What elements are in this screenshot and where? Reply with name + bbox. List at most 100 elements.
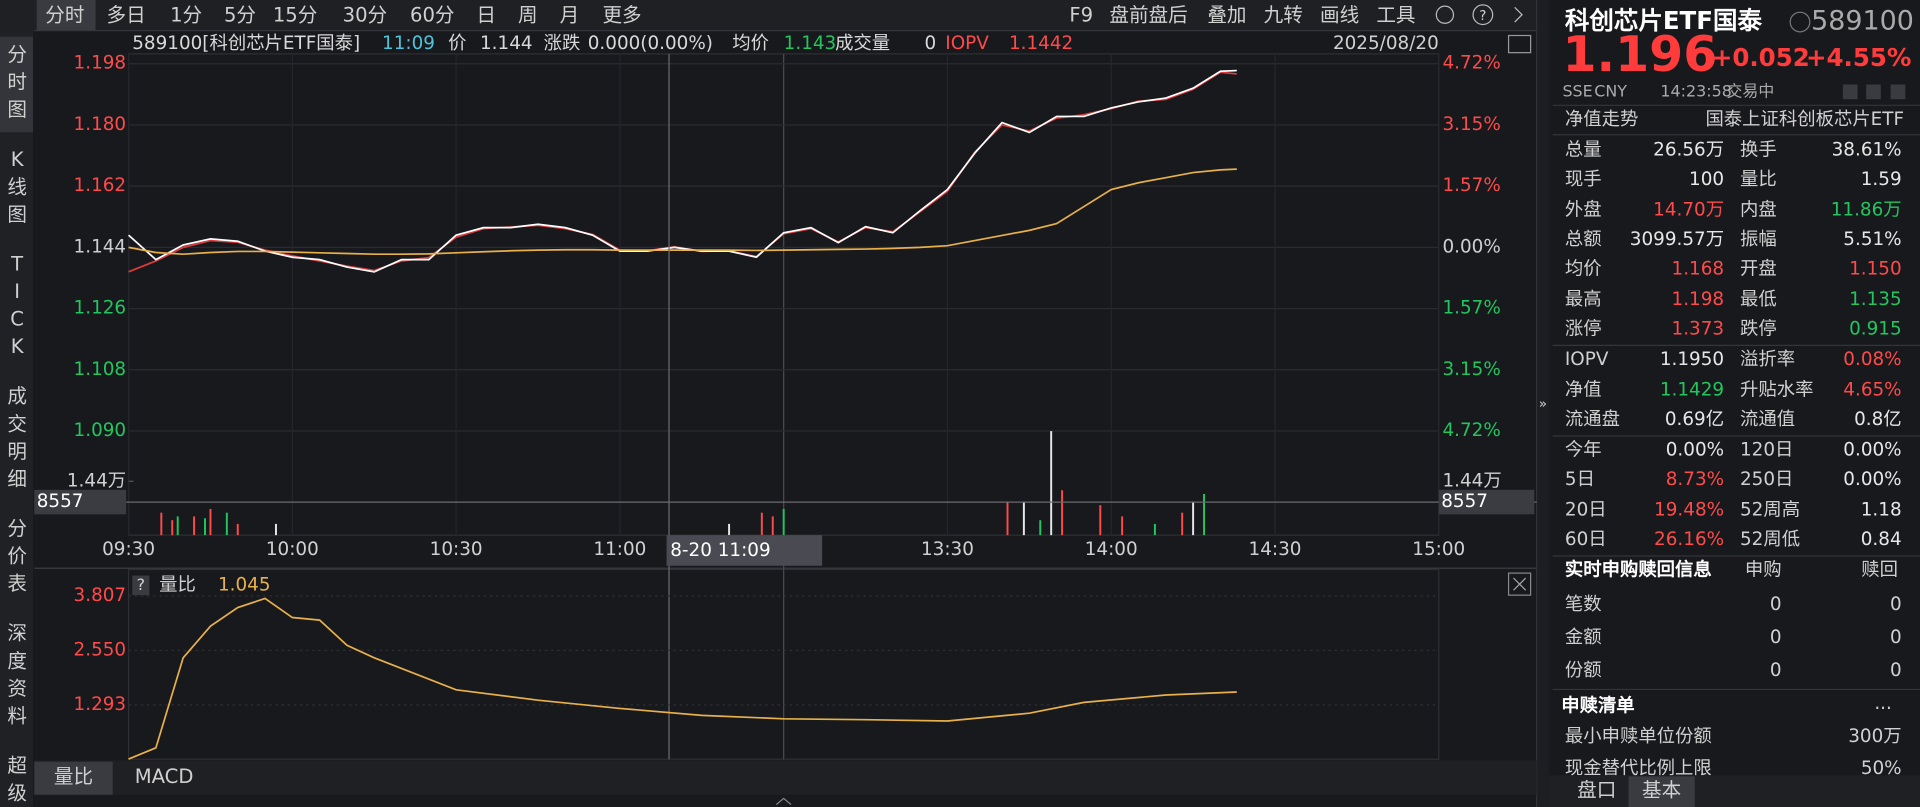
tool-button[interactable]: F9 [1069,3,1093,26]
period-tab[interactable]: 月 [560,3,580,26]
help-icon[interactable] [1472,4,1494,26]
flow-label: 金额 [1565,627,1602,648]
list-label: 现金替代比例上限 [1565,758,1712,779]
x-tick-label: 10:00 [266,539,319,560]
sidebar-item[interactable]: 成交明细 [7,384,27,490]
tool-button[interactable]: 盘前盘后 [1109,3,1187,26]
volume-bar [782,508,785,536]
volume-bar [1006,501,1009,536]
sidebar-active [0,36,34,133]
sidebar-item[interactable]: 深度资料 [7,621,27,727]
price-change: +0.052 [1712,43,1810,72]
y-tick-label: 3.807 [74,585,127,606]
toolbar-bg [0,0,1537,31]
flow-value: 0 [1770,627,1782,648]
period-tab[interactable]: 多日 [107,3,146,26]
nav-trend[interactable]: 净值走势 [1565,109,1638,130]
volume-bar [1192,501,1195,536]
period-tab[interactable]: 更多 [602,3,641,26]
quote-value: 0.00% [1666,440,1724,461]
flow-label: 笔数 [1565,594,1602,615]
tool-button[interactable]: 叠加 [1207,3,1246,26]
tab-active[interactable] [36,0,96,31]
quote-label: 开盘 [1740,258,1777,279]
quote-value: 100 [1689,169,1724,190]
tool-button[interactable]: 画线 [1320,3,1359,26]
expand-arrow[interactable] [775,797,792,806]
y2-tick-label: 4.72% [1442,420,1500,441]
period-tab[interactable]: 30分 [343,3,387,26]
volume-bar [274,523,277,536]
quote-label: 涨停 [1565,318,1602,339]
volume-bar [209,508,212,536]
quote-tabs-bg [1548,775,1920,807]
volume-bar [193,516,196,536]
quote-value: 14.70万 [1653,200,1724,221]
quote-value: 38.61% [1832,140,1902,161]
quote-label: 流通盘 [1565,409,1620,430]
close-icon[interactable] [1507,572,1532,596]
period-tab[interactable]: 分时 [45,3,84,26]
quote-tab-active[interactable] [1628,776,1695,807]
fav-icon[interactable] [1789,11,1811,33]
quote-label: 52周低 [1740,529,1800,550]
volume-bar [176,516,179,536]
quote-value: 11.86万 [1831,200,1902,221]
help: ? [137,575,145,594]
sidebar-item[interactable]: 超级 [7,753,27,804]
cursor-box [1438,489,1535,515]
header-iopv: 1.1442 [1009,33,1073,54]
y2-tick-label: 3.15% [1442,359,1500,380]
sidebar-item[interactable]: 分价表 [7,517,27,595]
splitter-arrow[interactable]: » [1539,397,1547,412]
period-tab[interactable]: 60分 [410,3,454,26]
quote-tab[interactable]: 基本 [1642,779,1681,802]
help-box[interactable] [132,575,150,596]
ratio-line [128,597,1237,760]
quote-label: 换手 [1740,140,1777,161]
cursor-box [34,489,127,515]
sidebar-item[interactable]: K 线图 [7,147,27,225]
flow-value: 0 [1890,660,1902,681]
quote-label: IOPV [1565,349,1609,370]
cursor-time-box [666,535,823,566]
quote-label: 净值 [1565,380,1602,401]
volume-bar [160,512,163,536]
tool-button[interactable]: 工具 [1376,3,1415,26]
list-more[interactable]: ... [1874,693,1892,714]
tool-button[interactable]: 九转 [1264,3,1303,26]
flow-value: 0 [1770,594,1782,615]
splitter[interactable] [1537,0,1549,807]
help-icon-q[interactable]: ? [1479,9,1486,24]
y-tick-label: 1.180 [74,114,127,135]
bottom-tab-active[interactable] [34,761,113,795]
sidebar-item[interactable]: 分时图 [7,43,27,121]
panel-icon[interactable] [1842,84,1858,100]
period-tab[interactable]: 周 [518,3,538,26]
close-icon-x[interactable] [1513,577,1527,591]
volume-bar [171,520,174,536]
indicator-name: 量比 [159,574,196,595]
quote-label: 60日 [1565,529,1607,550]
period-tab[interactable]: 5分 [224,3,256,26]
indicator-tab[interactable]: 量比 [54,765,93,788]
wp-icon[interactable] [1507,34,1532,54]
quote-value: 8.73% [1666,469,1724,490]
bottom-tabs-bg [34,760,1537,795]
quote-tab[interactable]: 盘口 [1577,779,1616,802]
y2-tick-label: 4.72% [1442,53,1500,74]
next-icon[interactable] [1514,6,1523,23]
period-tab[interactable]: 1分 [170,3,202,26]
volume-bar [1050,431,1053,536]
gear-icon[interactable] [1435,5,1455,24]
period-tab[interactable]: 15分 [273,3,317,26]
panel-icon[interactable] [1866,84,1881,100]
y-tick-label: 1.108 [74,359,127,380]
header-vol-label: 成交量 [835,33,890,54]
header-avg-label: 均价 [732,33,769,54]
indicator-tab[interactable]: MACD [135,765,194,788]
panel-icon[interactable] [1890,84,1906,100]
quote-value: 0.84 [1861,529,1902,550]
period-tab[interactable]: 日 [476,3,496,26]
